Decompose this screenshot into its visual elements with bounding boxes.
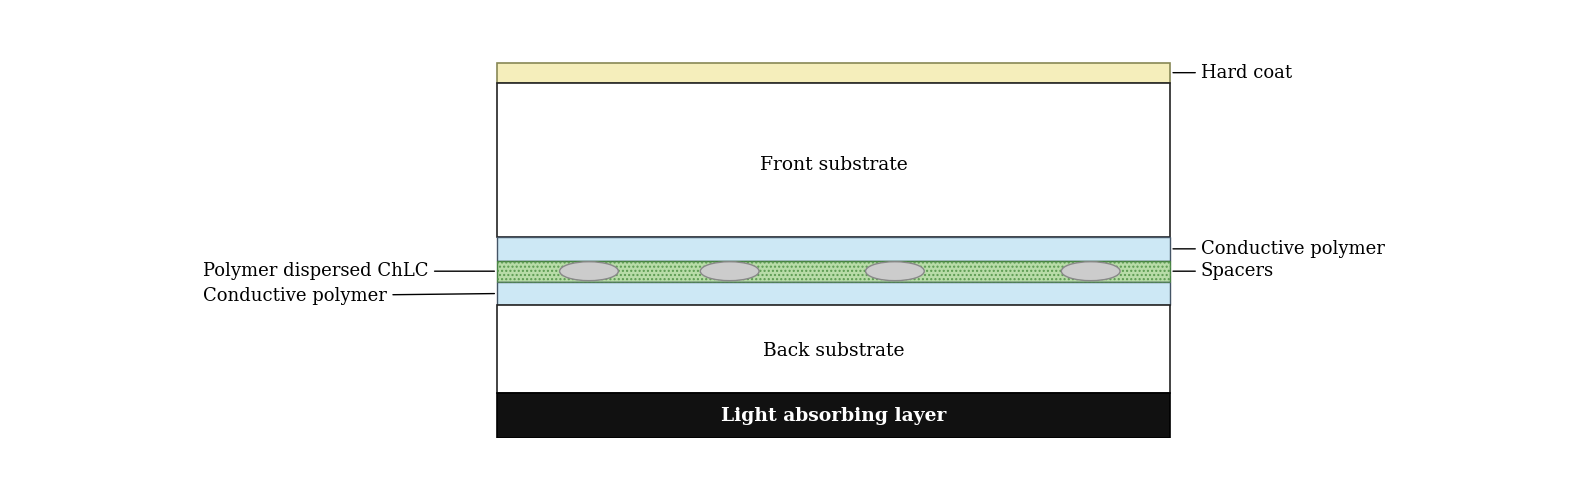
Ellipse shape: [865, 262, 924, 280]
Text: Back substrate: Back substrate: [763, 342, 905, 360]
Bar: [497, 261, 1170, 282]
Bar: [497, 63, 1170, 83]
Text: Light absorbing layer: Light absorbing layer: [722, 406, 946, 425]
Bar: [497, 282, 1170, 305]
Bar: [497, 237, 1170, 261]
Text: Hard coat: Hard coat: [1173, 63, 1292, 82]
Text: Polymer dispersed ChLC: Polymer dispersed ChLC: [204, 262, 494, 280]
Bar: [497, 305, 1170, 393]
Ellipse shape: [701, 262, 759, 280]
Bar: [497, 83, 1170, 237]
Text: Conductive polymer: Conductive polymer: [204, 287, 494, 305]
Text: Spacers: Spacers: [1173, 262, 1274, 280]
Text: Conductive polymer: Conductive polymer: [1173, 240, 1385, 258]
Bar: [497, 393, 1170, 438]
Bar: [497, 261, 1170, 282]
Text: Front substrate: Front substrate: [759, 156, 908, 174]
Ellipse shape: [1061, 262, 1120, 280]
Ellipse shape: [559, 262, 619, 280]
